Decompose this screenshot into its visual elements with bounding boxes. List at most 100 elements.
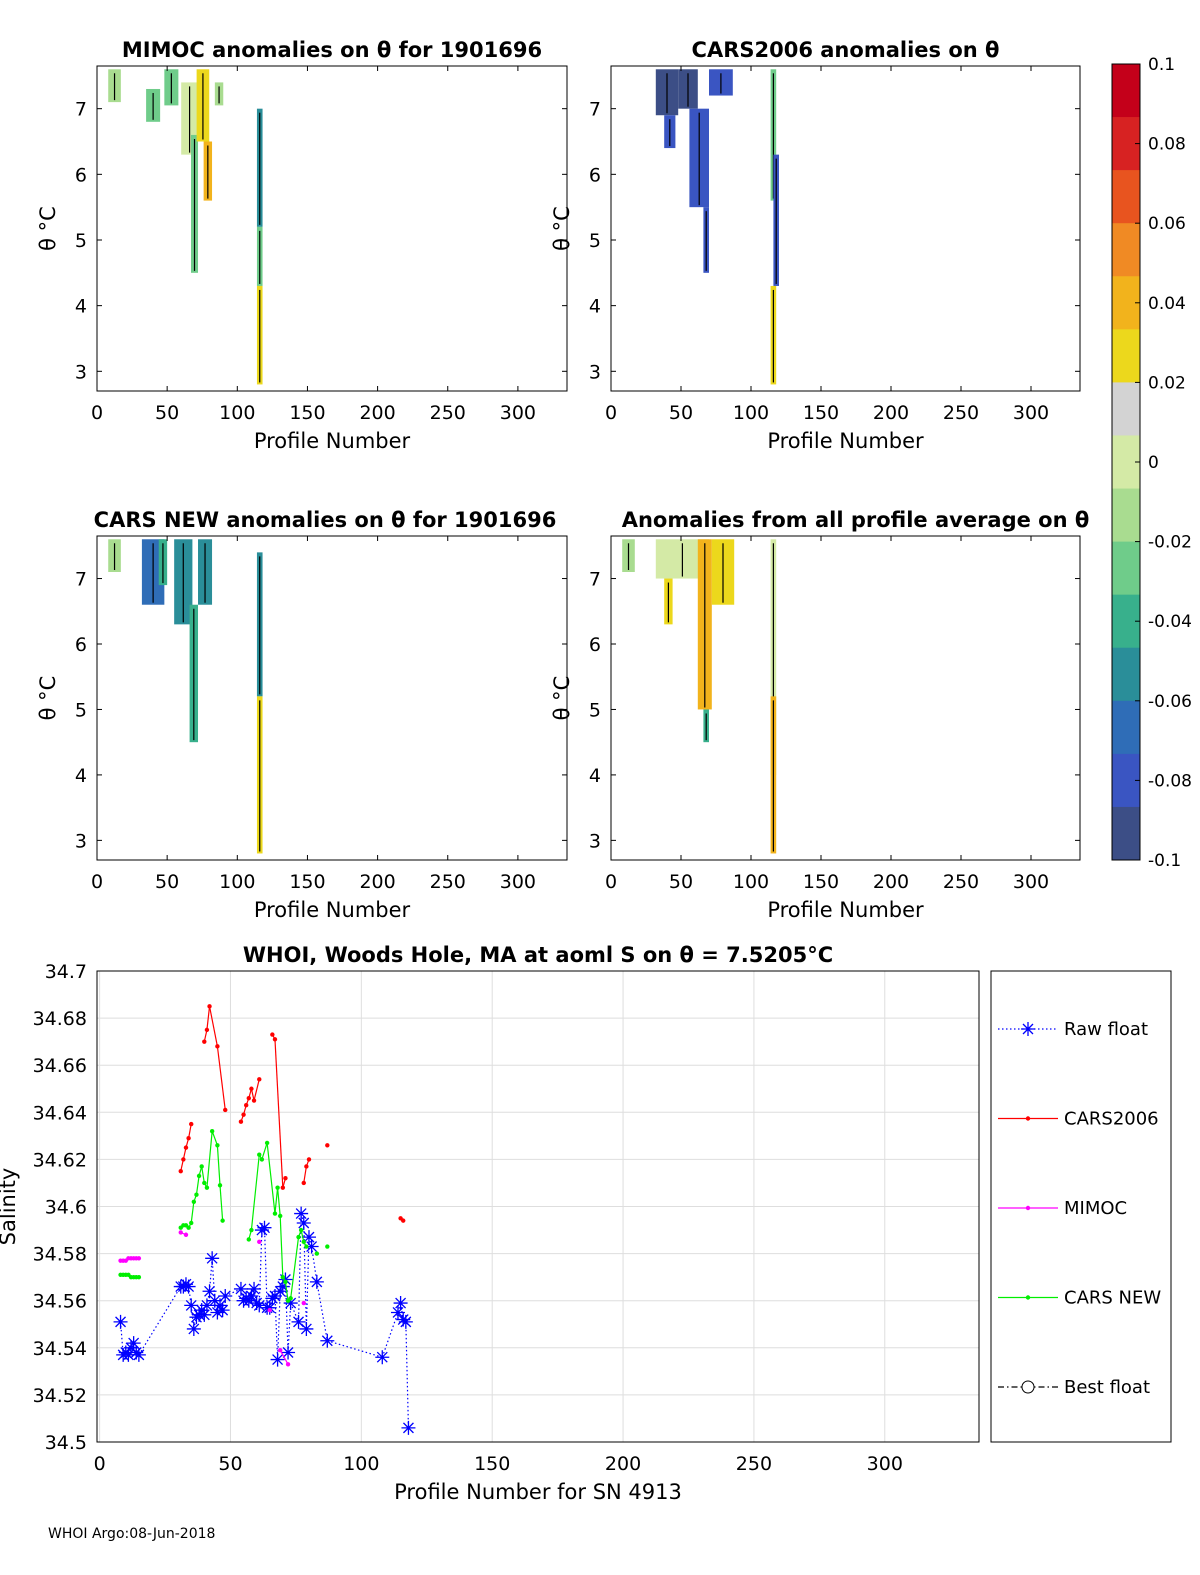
y-tick-label: 3 (589, 361, 601, 383)
raw-float-segment (405, 1321, 410, 1428)
cars-new-point (202, 1180, 207, 1186)
mimoc-point (257, 1239, 262, 1245)
colorbar-swatch (1112, 647, 1140, 702)
x-tick-label: 250 (430, 871, 466, 893)
cars2006-point (223, 1107, 228, 1113)
x-axis-label: Profile Number (254, 429, 411, 453)
x-tick-label: 200 (873, 402, 909, 424)
legend-marker-mimoc (1025, 1205, 1031, 1211)
cars-new-point (275, 1185, 280, 1190)
panel-title: CARS NEW anomalies on θ for 1901696 (94, 508, 557, 532)
colorbar-swatch (1112, 170, 1140, 224)
cars-new-point (257, 1152, 262, 1157)
salinity-line-chart: 0 50 100 150 200 250 300 34.5 34.52 34.54 34.56 34.… (0, 943, 980, 1504)
y-tick-label: 34.58 (33, 1244, 87, 1266)
legend-marker-cars-new (1025, 1295, 1031, 1300)
x-tick-label: 300 (1013, 871, 1049, 893)
y-tick-label: 3 (75, 830, 87, 852)
cars-new-segment (250, 1154, 260, 1231)
colorbar-swatch (1112, 223, 1140, 277)
cars-new-point (199, 1164, 204, 1169)
cars2006-segment (253, 1079, 260, 1101)
cars2006-segment (303, 1166, 307, 1184)
y-tick-label: 34.5 (45, 1432, 87, 1454)
x-tick-label: 300 (500, 871, 536, 893)
chart-title: WHOI, Woods Hole, MA at aoml S on θ = 7.… (243, 943, 833, 967)
raw-float-point (218, 1288, 233, 1303)
x-tick-label: 0 (94, 1453, 106, 1475)
cars-new-segment (206, 1131, 213, 1188)
x-tick-label: 250 (943, 402, 979, 424)
raw-float-point (281, 1345, 296, 1360)
colorbar-swatch (1112, 541, 1140, 596)
colorbar-tick-label: -0.04 (1148, 612, 1192, 632)
x-tick-label: 0 (605, 402, 617, 424)
profile-average-anomaly-heatmap: 0 50 100 150 200 250 300 3 4 5 6 7 Profile Number θ °… (550, 508, 1089, 922)
y-tick-label: 5 (75, 699, 87, 721)
cars-new-point (325, 1244, 330, 1249)
raw-float-point (296, 1215, 311, 1230)
cars-new-point (246, 1237, 251, 1242)
raw-float-point (309, 1274, 324, 1289)
y-tick-label: 5 (75, 230, 87, 252)
cars-new-point (301, 1239, 306, 1245)
x-tick-label: 100 (219, 402, 255, 424)
raw-float-point (213, 1298, 228, 1313)
cars2006-point (204, 1027, 210, 1033)
colorbar-swatch (1112, 382, 1140, 436)
mimoc-point (267, 1307, 272, 1313)
colorbar-tick-label: 0.04 (1148, 294, 1186, 314)
y-tick-label: 34.64 (33, 1102, 87, 1124)
cars2006-point (181, 1157, 186, 1162)
x-axis-label: Profile Number (767, 429, 924, 453)
colorbar-tick-label: 0.02 (1148, 373, 1186, 393)
cars-new-segment (201, 1166, 205, 1184)
cars-new-point (296, 1234, 301, 1240)
x-tick-label: 50 (155, 402, 179, 424)
cars-new-point (264, 1140, 270, 1146)
raw-float-segment (303, 1222, 307, 1329)
cars-new-point (204, 1185, 210, 1190)
cars2006-point (238, 1119, 244, 1124)
cars-new-point (220, 1218, 225, 1223)
y-tick-label: 5 (589, 230, 601, 252)
raw-float-point (294, 1206, 309, 1221)
x-tick-label: 150 (474, 1453, 510, 1475)
cars-new-point (249, 1227, 254, 1233)
x-tick-label: 0 (91, 402, 103, 424)
x-tick-label: 150 (289, 402, 325, 424)
legend-marker-raw-float (1021, 1022, 1035, 1036)
y-tick-label: 3 (75, 361, 87, 383)
x-tick-label: 250 (430, 402, 466, 424)
x-tick-label: 100 (343, 1453, 379, 1475)
cars-new-anomaly-heatmap: 0 50 100 150 200 250 300 3 4 5 6 7 Profile Number θ °… (36, 508, 568, 922)
cars2006-point (202, 1039, 207, 1044)
raw-float-point (197, 1307, 212, 1322)
cars2006-point (215, 1044, 220, 1049)
cars2006-point (243, 1103, 249, 1108)
raw-float-point (278, 1272, 293, 1287)
cars2006-point (249, 1086, 254, 1091)
raw-float-point (291, 1314, 306, 1329)
colorbar-swatch (1112, 329, 1140, 383)
x-axis-label: Profile Number (254, 898, 411, 922)
x-tick-label: 100 (219, 871, 255, 893)
raw-float-point (244, 1288, 259, 1303)
y-tick-label: 4 (75, 765, 87, 787)
cars2006-point (241, 1112, 246, 1117)
x-tick-label: 50 (669, 871, 693, 893)
raw-float-point (270, 1352, 285, 1367)
raw-float-point (301, 1230, 316, 1245)
mimoc-point (183, 1232, 189, 1237)
x-tick-label: 100 (733, 402, 769, 424)
colorbar-tick-label: -0.06 (1148, 692, 1192, 712)
colorbar-swatch (1112, 488, 1140, 543)
cars-new-segment (284, 1281, 289, 1301)
colorbar-swatch (1112, 806, 1140, 861)
panel-title: Anomalies from all profile average on θ (622, 508, 1090, 532)
raw-float-point (186, 1321, 201, 1336)
mimoc-point (178, 1230, 183, 1235)
x-tick-label: 0 (605, 871, 617, 893)
colorbar: 0.1 0.08 0.06 0.04 0.02 0 -0.02 -0.04 -0.06 -0.08… (1111, 55, 1192, 871)
